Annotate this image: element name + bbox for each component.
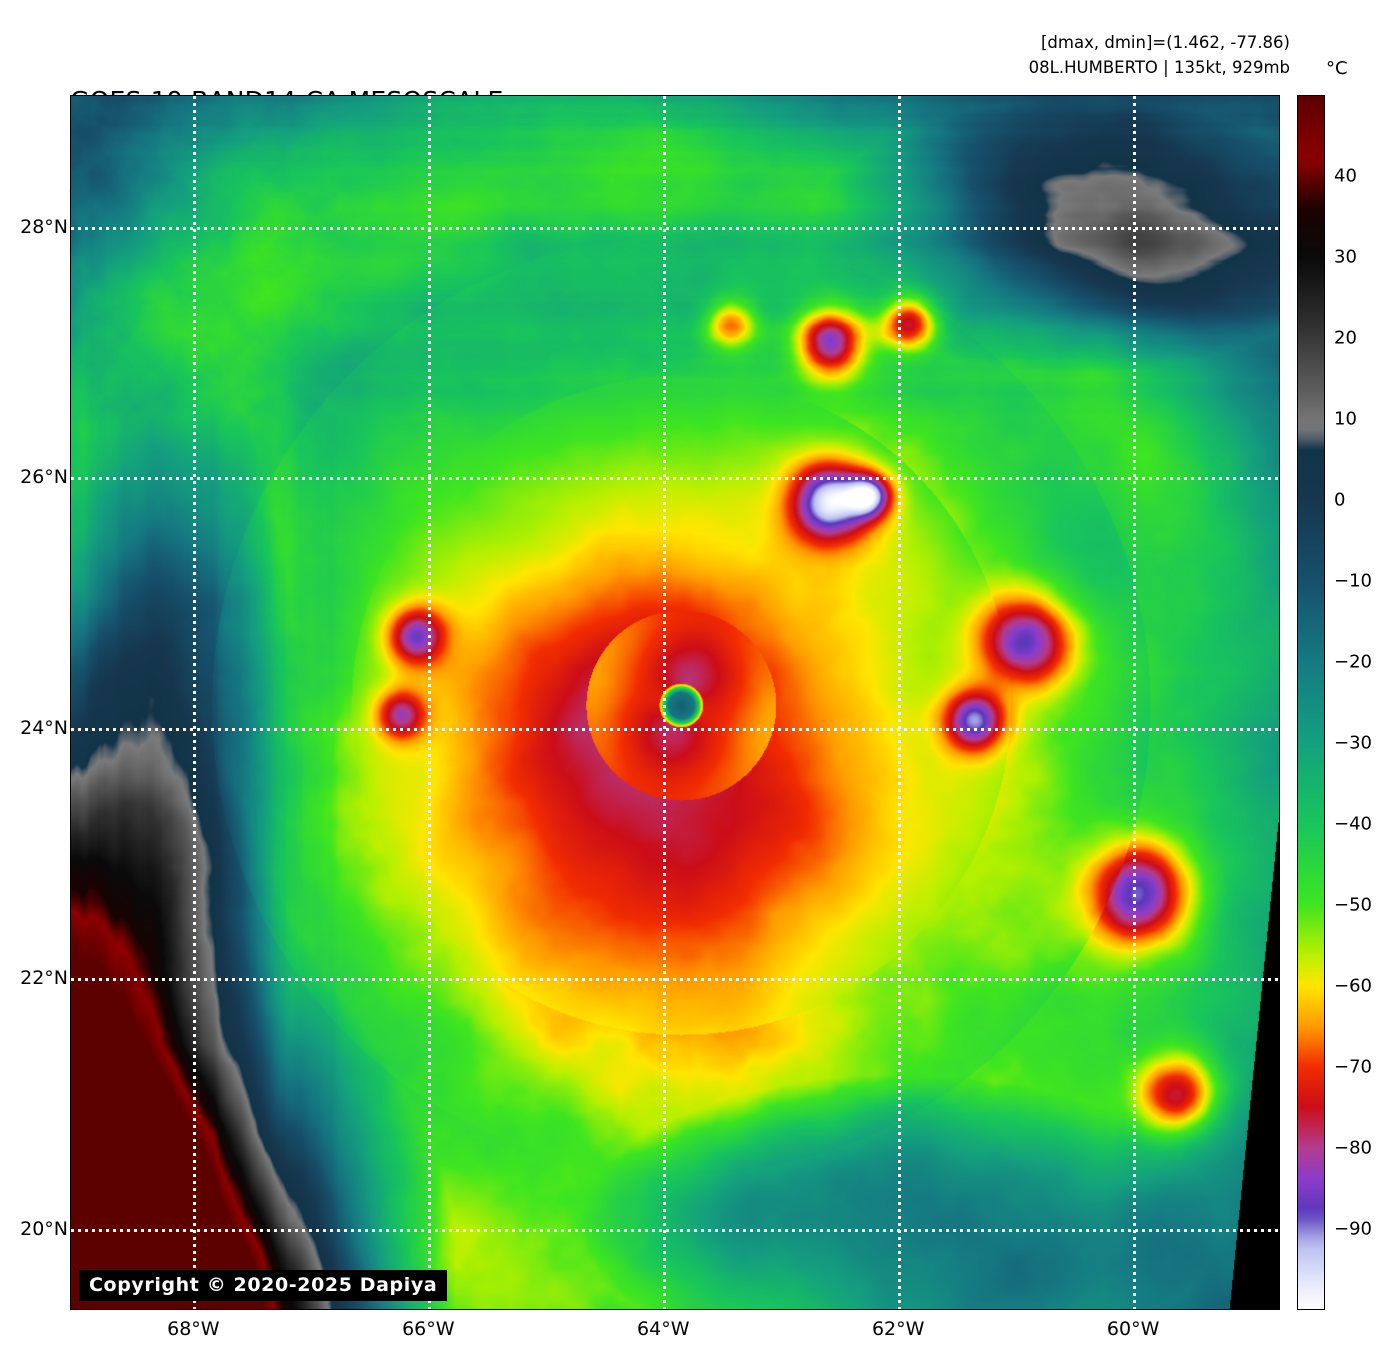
infrared-heatmap-canvas — [71, 96, 1279, 1309]
latitude-tick-label: 26°N — [20, 466, 68, 489]
header-info-block: [dmax, dmin]=(1.462, -77.86) 08L.HUMBERT… — [1029, 30, 1290, 80]
temperature-colorbar[interactable] — [1297, 95, 1325, 1310]
colorbar-tick-label: −60 — [1334, 975, 1372, 997]
latitude-tick-label: 24°N — [20, 716, 68, 739]
colorbar-tick-label: 0 — [1334, 489, 1346, 511]
longitude-tick-label: 60°W — [1106, 1318, 1160, 1340]
colorbar-tick-label: 20 — [1334, 327, 1357, 349]
dmax-dmin-label: [dmax, dmin]=(1.462, -77.86) — [1041, 33, 1290, 52]
longitude-tick-label: 66°W — [402, 1318, 455, 1340]
satellite-image-plot[interactable]: Copyright © 2020-2025 Dapiya — [70, 95, 1280, 1310]
colorbar-gradient — [1298, 96, 1324, 1309]
colorbar-tick-label: 40 — [1334, 165, 1357, 187]
longitude-tick-label: 64°W — [637, 1318, 690, 1340]
colorbar-tick-label: 30 — [1334, 246, 1357, 268]
colorbar-tick-label: 10 — [1334, 408, 1357, 430]
longitude-tick-label: 62°W — [871, 1318, 925, 1340]
latitude-tick-label: 22°N — [20, 967, 68, 990]
colorbar-tick-label: −50 — [1334, 894, 1372, 916]
colorbar-tick-label: −30 — [1334, 732, 1372, 754]
latitude-tick-label: 20°N — [20, 1217, 68, 1240]
storm-info-label: 08L.HUMBERTO | 135kt, 929mb — [1028, 58, 1290, 77]
copyright-watermark: Copyright © 2020-2025 Dapiya — [79, 1270, 448, 1301]
colorbar-tick-label: −20 — [1334, 651, 1372, 673]
longitude-tick-label: 68°W — [167, 1318, 220, 1340]
colorbar-tick-label: −90 — [1334, 1218, 1372, 1240]
colorbar-tick-label: −40 — [1334, 813, 1372, 835]
colorbar-tick-label: −80 — [1334, 1137, 1372, 1159]
latitude-tick-label: 28°N — [20, 215, 68, 238]
colorbar-tick-label: −10 — [1334, 570, 1372, 592]
colorbar-tick-label: −70 — [1334, 1056, 1372, 1078]
colorbar-unit-label: °C — [1326, 58, 1348, 79]
